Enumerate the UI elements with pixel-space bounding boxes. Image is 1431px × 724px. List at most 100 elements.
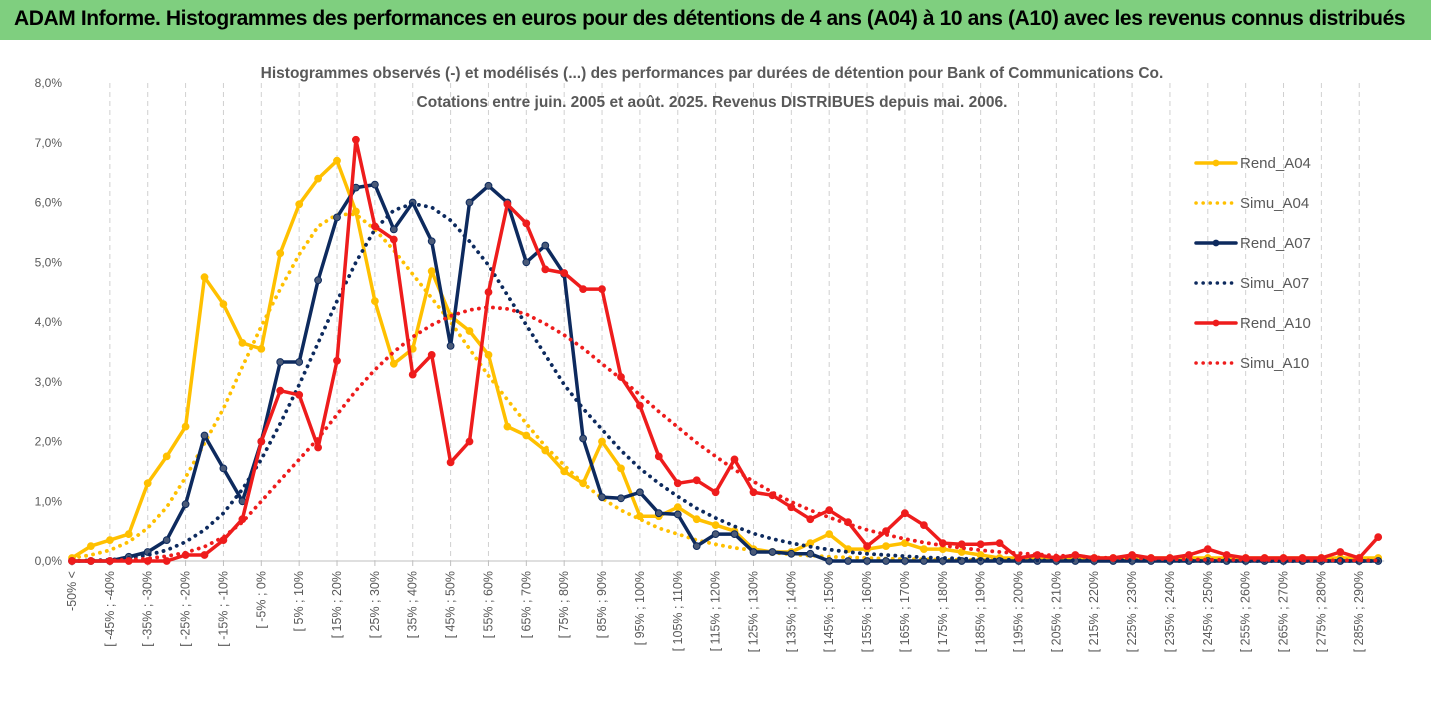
x-tick-label: [ 225% ; 230% (1125, 571, 1139, 652)
data-point (87, 542, 95, 551)
data-point (162, 452, 171, 461)
data-point (371, 297, 379, 306)
data-point (446, 458, 455, 467)
data-point (238, 339, 247, 347)
x-tick-label: [ -45% ; -40% (103, 571, 117, 647)
y-tick-label: 1,0% (35, 494, 63, 508)
x-tick-label: [ 45% ; 50% (444, 571, 458, 638)
data-point (920, 545, 928, 554)
data-point (257, 437, 266, 446)
data-point (295, 391, 304, 399)
data-point (654, 509, 663, 518)
data-point (901, 509, 909, 518)
series-line-rend-a07 (70, 182, 1380, 563)
x-tick-label: [ 215% ; 220% (1087, 571, 1101, 652)
legend-label: Rend_A10 (1240, 315, 1311, 332)
x-tick-label: [ 175% ; 180% (936, 571, 950, 652)
data-point (465, 437, 474, 446)
data-point (749, 548, 758, 556)
x-tick-label: [ 95% ; 100% (633, 571, 647, 645)
legend-label: Rend_A07 (1240, 235, 1311, 252)
data-point (863, 542, 871, 551)
data-point (181, 500, 190, 509)
data-point (408, 370, 417, 379)
legend-item-simu-a07: Simu_A07 (1194, 275, 1309, 292)
data-point (692, 515, 701, 524)
data-point (295, 358, 304, 366)
data-point (219, 300, 228, 309)
data-point (427, 351, 436, 359)
data-point (522, 219, 531, 228)
series-line-simu-a10 (70, 305, 1381, 563)
data-point (276, 386, 285, 395)
data-point (692, 476, 701, 485)
data-point (352, 135, 360, 144)
data-point (389, 359, 398, 368)
data-point (106, 536, 114, 545)
data-point (465, 327, 474, 335)
data-point (181, 422, 190, 431)
data-point (617, 494, 625, 503)
data-point (957, 548, 966, 556)
data-point (560, 269, 569, 277)
chart-subtitle: Cotations entre juin. 2005 et août. 2025… (417, 94, 1008, 111)
y-tick-label: 8,0% (35, 76, 63, 90)
data-point (427, 237, 436, 246)
data-point (692, 542, 701, 551)
legend-label: Simu_A04 (1240, 195, 1309, 212)
banner-title: ADAM Informe. Histogrammes des performan… (14, 7, 1406, 30)
data-point (1203, 545, 1212, 554)
x-tick-label: [ 155% ; 160% (860, 571, 874, 652)
chart-background (0, 40, 1431, 719)
data-point (257, 345, 266, 353)
legend: Rend_A04 Simu_A04 Rend_A07 Simu_A07 Rend_A10… (1194, 155, 1311, 372)
data-point (314, 276, 323, 285)
data-point (901, 557, 909, 565)
x-tick-label: [ -15% ; -10% (216, 571, 230, 647)
data-point (787, 549, 796, 558)
x-tick-label: [ 5% ; 10% (292, 571, 306, 631)
y-tick-label: 2,0% (35, 435, 63, 449)
series-line-simu-a07 (70, 201, 1381, 563)
data-point (844, 557, 852, 565)
data-point (541, 241, 550, 250)
title-banner: ADAM Informe. Histogrammes des performan… (0, 0, 1431, 41)
data-point (389, 225, 398, 234)
legend-item-rend-a04: Rend_A04 (1194, 155, 1311, 172)
data-point (143, 479, 152, 488)
x-tick-label: -50% < (65, 571, 79, 611)
x-tick-label: [ 235% ; 240% (1163, 571, 1177, 652)
data-point (295, 200, 304, 209)
data-point (598, 437, 606, 446)
data-point (673, 510, 682, 519)
x-tick-label: [ 185% ; 190% (974, 571, 988, 652)
data-point (957, 540, 966, 549)
x-tick-label: [ 105% ; 110% (671, 571, 685, 651)
data-point (560, 467, 569, 476)
x-tick-label: [ 205% ; 210% (1049, 571, 1063, 652)
y-tick-label: 4,0% (35, 315, 63, 329)
data-point (276, 249, 285, 258)
legend-item-rend-a07: Rend_A07 (1194, 235, 1311, 252)
data-point (371, 222, 379, 231)
data-point (219, 464, 228, 473)
x-tick-label: [ -35% ; -30% (141, 571, 155, 647)
y-tick-label: 7,0% (35, 136, 63, 150)
data-point (825, 557, 834, 565)
data-point (503, 200, 512, 209)
data-point (673, 503, 682, 512)
data-point (730, 530, 739, 539)
data-point (1185, 551, 1193, 559)
y-tick-label: 0,0% (35, 554, 63, 568)
data-point (617, 464, 625, 473)
data-point (1336, 548, 1345, 556)
data-point (371, 180, 379, 189)
series-rend-a10 (68, 135, 1383, 565)
x-tick-label: [ 125% ; 130% (746, 571, 760, 652)
data-point (976, 540, 985, 549)
x-tick-label: [ 115% ; 120% (709, 571, 723, 651)
legend-label: Rend_A04 (1240, 155, 1311, 172)
data-point (446, 342, 455, 350)
legend-marker (1212, 319, 1220, 327)
x-tick-label: [ 65% ; 70% (519, 571, 533, 638)
